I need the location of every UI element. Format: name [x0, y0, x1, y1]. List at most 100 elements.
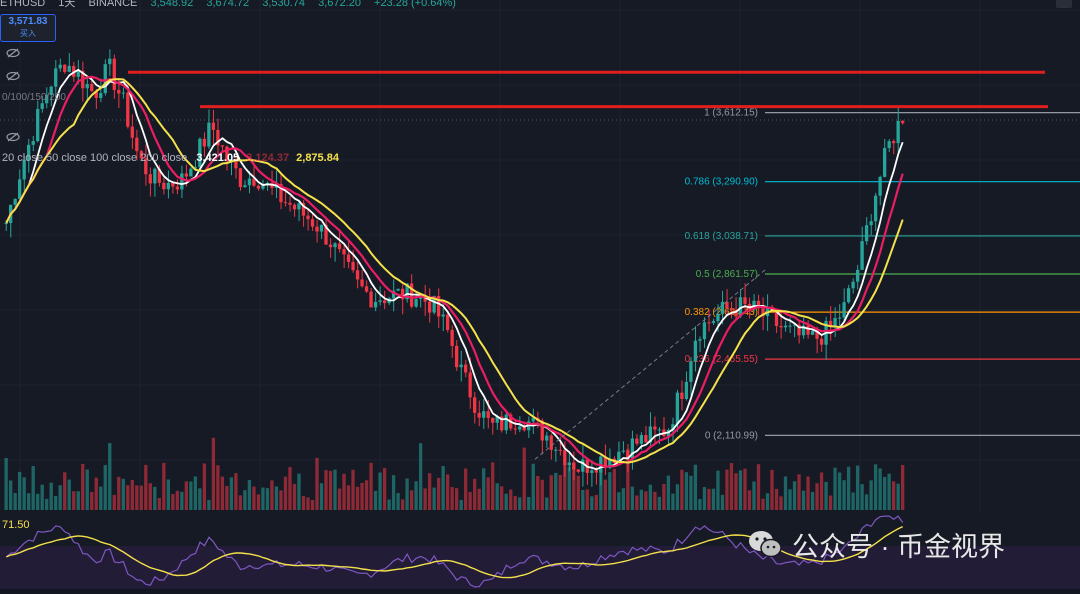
candle-body	[680, 392, 684, 399]
volume-bar	[301, 496, 306, 510]
candle-body	[590, 470, 594, 473]
volume-bar	[36, 493, 40, 510]
volume-bar	[342, 473, 346, 510]
candle-body	[22, 160, 26, 180]
candle-body	[297, 203, 301, 210]
volume-bar	[166, 479, 170, 510]
volume-bar	[509, 489, 513, 510]
candle-body	[432, 295, 436, 313]
candle-body	[896, 120, 900, 144]
interval-label[interactable]: 1天	[58, 0, 76, 9]
volume-bar	[630, 486, 634, 510]
ma-ribbon-legend[interactable]: 20 close 50 close 100 close 200 close 3,…	[2, 152, 339, 164]
candle-body	[45, 94, 49, 104]
candle-body	[126, 92, 130, 127]
candle-body	[842, 302, 846, 318]
candle-body	[184, 173, 189, 177]
candle-body	[261, 184, 265, 189]
volume-bar	[828, 495, 833, 510]
eye-hidden-icon[interactable]	[6, 132, 20, 142]
volume-bar	[27, 493, 31, 510]
candle-body	[837, 317, 842, 319]
volume-bar	[391, 475, 396, 510]
volume-bar	[729, 463, 734, 510]
volume-bar	[810, 491, 815, 510]
volume-bar	[396, 493, 400, 510]
candle-body	[54, 68, 58, 87]
symbol-name[interactable]: ETHUSD	[0, 0, 46, 9]
candle-body	[698, 339, 702, 341]
volume-bar	[491, 462, 495, 510]
volume-bar	[837, 472, 842, 510]
candle-body	[342, 249, 346, 255]
candle-body	[328, 244, 333, 248]
buy-button[interactable]: 3,571.83 买入	[0, 14, 56, 42]
candle-body	[729, 307, 734, 310]
volume-bar	[495, 483, 499, 510]
candle-body	[13, 198, 17, 205]
volume-bar	[117, 476, 121, 510]
candle-body	[752, 300, 756, 310]
ohlc-high: 3,674.72	[206, 0, 250, 9]
volume-bar	[833, 467, 837, 510]
eye-hidden-icon[interactable]	[6, 48, 20, 58]
candle-body	[491, 418, 495, 423]
volume-bar	[707, 488, 711, 510]
ma-line-slow	[5, 78, 904, 464]
candle-body	[436, 295, 441, 317]
volume-bar	[500, 486, 504, 510]
candle-body	[216, 129, 220, 146]
candle-body	[644, 434, 648, 443]
volume-bar	[153, 486, 157, 510]
candle-body	[346, 254, 351, 263]
volume-bar	[617, 492, 621, 510]
candle-body	[554, 449, 558, 451]
candle-body	[315, 226, 319, 232]
volume-bar	[247, 479, 252, 510]
candle-body	[72, 65, 76, 77]
candle-body	[423, 295, 427, 302]
eye-hidden-icon[interactable]	[6, 71, 20, 81]
candle-body	[549, 435, 553, 450]
more-options-icon[interactable]: ···	[1056, 0, 1072, 8]
candle-body	[207, 122, 211, 147]
candle-body	[355, 270, 360, 280]
candle-body	[761, 308, 765, 317]
candle-body	[306, 215, 310, 220]
volume-bar	[418, 443, 423, 510]
candle-body	[360, 279, 364, 287]
candle-body	[279, 183, 283, 203]
volume-bar	[184, 481, 189, 510]
volume-bar	[144, 464, 148, 510]
volume-bar	[657, 496, 662, 510]
volume-bar	[85, 469, 89, 510]
ohlc-open: 3,548.92	[150, 0, 194, 9]
volume-bar	[504, 493, 508, 510]
volume-bar	[554, 472, 558, 510]
candle-body	[148, 174, 152, 184]
volume-bar	[720, 494, 725, 510]
fib-level-label: 0.5 (2,861.57)	[696, 269, 758, 280]
volume-bar	[590, 496, 594, 510]
volume-bar	[882, 476, 887, 510]
volume-bar	[711, 488, 716, 510]
candle-body	[504, 414, 508, 431]
candle-body	[225, 146, 229, 162]
volume-bar	[482, 468, 486, 510]
volume-bar	[441, 466, 445, 510]
volume-bar	[198, 488, 202, 510]
volume-bar	[477, 488, 481, 510]
volume-bar	[635, 495, 639, 510]
volume-bar	[545, 497, 549, 510]
volume-bar	[49, 482, 53, 510]
candle-body	[130, 126, 134, 138]
candle-body	[135, 137, 139, 152]
volume-bar	[364, 480, 369, 510]
volume-bar	[644, 491, 648, 510]
candle-body	[166, 182, 170, 190]
candle-body	[378, 300, 382, 302]
candle-body	[180, 173, 184, 190]
